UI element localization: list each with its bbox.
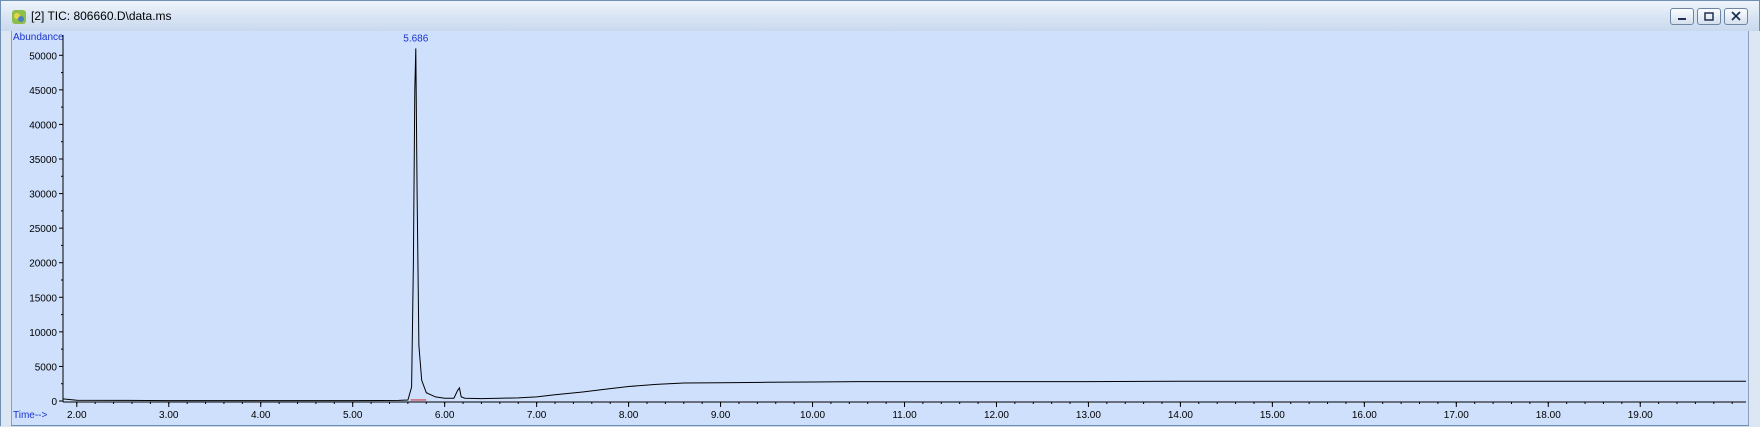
- y-tick-label: 20000: [29, 259, 57, 270]
- x-tick-label: 14.00: [1168, 410, 1193, 421]
- restore-icon: [1704, 12, 1714, 21]
- minimize-button[interactable]: [1670, 8, 1694, 25]
- x-tick-label: 5.00: [343, 410, 363, 421]
- y-tick-label: 40000: [29, 120, 57, 131]
- x-tick-label: 11.00: [892, 410, 917, 421]
- y-tick-label: 0: [51, 397, 57, 408]
- y-tick-label: 10000: [29, 328, 57, 339]
- x-tick-label: 3.00: [159, 410, 179, 421]
- x-tick-label: 15.00: [1260, 410, 1285, 421]
- restore-button[interactable]: [1697, 8, 1721, 25]
- tic-trace-series-0: [62, 48, 1746, 402]
- x-tick-label: 4.00: [251, 410, 271, 421]
- x-tick-label: 16.00: [1352, 410, 1377, 421]
- x-tick-label: 13.00: [1076, 410, 1101, 421]
- x-tick-label: 19.00: [1628, 410, 1653, 421]
- window-title: [2] TIC: 806660.D\data.ms: [31, 9, 172, 23]
- peak-label: 5.686: [403, 33, 428, 44]
- minimize-icon: [1678, 18, 1686, 20]
- y-tick-label: 30000: [29, 190, 57, 201]
- y-tick-label: 35000: [29, 155, 57, 166]
- x-tick-label: 6.00: [435, 410, 455, 421]
- close-icon: [1731, 11, 1741, 21]
- x-tick-label: 8.00: [619, 410, 639, 421]
- y-tick-label: 50000: [29, 51, 57, 62]
- x-tick-label: 17.00: [1444, 410, 1469, 421]
- x-axis-label: Time-->: [13, 410, 48, 421]
- x-tick-label: 12.00: [984, 410, 1009, 421]
- left-frame: [1, 31, 11, 427]
- y-tick-label: 25000: [29, 224, 57, 235]
- chromatogram-app-icon: [11, 9, 27, 25]
- title-bar[interactable]: [2] TIC: 806660.D\data.ms: [1, 1, 1759, 32]
- y-tick-label: 45000: [29, 86, 57, 97]
- x-tick-label: 10.00: [800, 410, 825, 421]
- close-button[interactable]: [1724, 8, 1748, 25]
- y-tick-label: 5000: [35, 362, 58, 373]
- x-tick-label: 7.00: [527, 410, 547, 421]
- x-tick-label: 9.00: [711, 410, 731, 421]
- x-tick-label: 18.00: [1536, 410, 1561, 421]
- y-axis-label: Abundance: [13, 32, 64, 43]
- right-frame: [1749, 31, 1760, 427]
- x-tick-label: 2.00: [67, 410, 87, 421]
- plot-area[interactable]: [11, 31, 1749, 425]
- y-tick-label: 15000: [29, 293, 57, 304]
